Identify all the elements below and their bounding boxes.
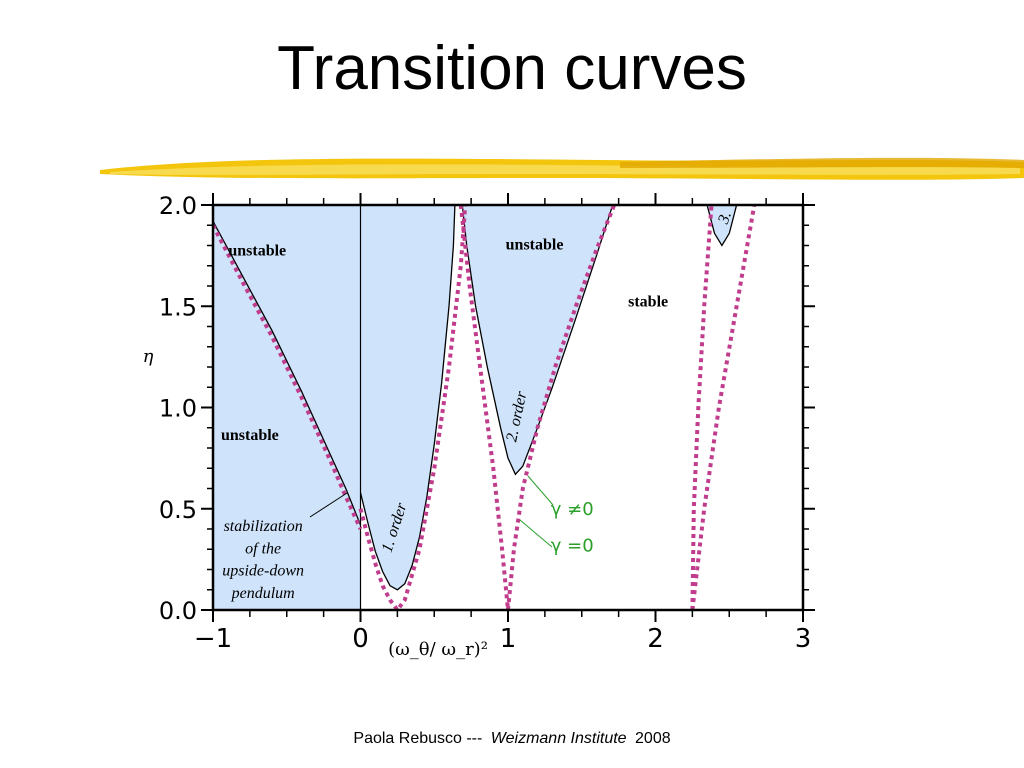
region-label-stable: stable xyxy=(628,293,668,310)
region-label-unstable: unstable xyxy=(506,237,564,254)
annotation-label: stabilization xyxy=(224,518,303,535)
brush-stroke-dark xyxy=(620,157,1024,168)
y-tick-label: 1.5 xyxy=(159,293,197,321)
unstable-region-top-left xyxy=(213,205,361,525)
x-axis-label: (ω_θ/ ω_r)² xyxy=(388,639,488,660)
unstable-region-2 xyxy=(360,205,455,590)
axis-tick-labels: −1 0 1 2 3 0.0 0.5 1.0 1.5 2.0 xyxy=(159,192,811,654)
x-tick-label: 3 xyxy=(795,624,812,654)
gamma-nonzero-curve-1 xyxy=(213,220,362,526)
gamma-zero-curve-6 xyxy=(690,205,757,610)
x-tick-label: 1 xyxy=(500,624,517,654)
annotation-label: of the xyxy=(245,540,281,557)
y-tick-label: 0.0 xyxy=(159,597,197,625)
slide-footer: Paola Rebusco --- Weizmann Institute 200… xyxy=(0,730,1024,748)
gamma-legend-label: γ ≠0 xyxy=(551,499,594,520)
transition-curves-chart: −1 0 1 2 3 0.0 0.5 1.0 1.5 2.0 (ω_θ/ ω_r)² η unstab… xyxy=(143,192,815,660)
region-label-unstable: unstable xyxy=(221,427,279,444)
unstable-region-4 xyxy=(707,205,737,246)
annotation-label: upside-down xyxy=(222,563,304,580)
gamma-zero-curves xyxy=(213,205,757,610)
gamma-zero-curve-4 xyxy=(506,205,617,610)
y-tick-label: 0.5 xyxy=(159,496,197,524)
gamma-zero-curve-1 xyxy=(213,224,363,530)
stabilization-leader xyxy=(309,492,348,518)
gamma-nonzero-curve-3 xyxy=(461,205,614,476)
annotation-label: pendulum xyxy=(231,585,295,602)
chart-labels: (ω_θ/ ω_r)² η unstable unstable unstable stab… xyxy=(143,209,735,660)
unstable-regions xyxy=(213,205,737,610)
gamma-nonzero-curve-2 xyxy=(359,205,456,591)
x-tick-label: −1 xyxy=(194,624,232,654)
y-tick-label: 1.0 xyxy=(159,395,197,423)
gamma-zero-leader xyxy=(519,519,553,548)
y-axis-label: η xyxy=(143,346,154,367)
gamma-nonzero-leader xyxy=(527,475,554,506)
unstable-region-3 xyxy=(462,205,613,475)
gamma-legend-label: γ =0 xyxy=(551,535,594,556)
footer-author: Paola Rebusco --- xyxy=(353,730,483,747)
x-tick-label: 0 xyxy=(352,624,369,654)
x-tick-label: 2 xyxy=(647,624,664,654)
annotation-label: 3. xyxy=(715,209,735,227)
annotation-leader-lines xyxy=(309,475,554,548)
gamma-zero-curve-2 xyxy=(358,205,468,610)
y-tick-label: 2.0 xyxy=(159,192,197,220)
yellow-brush-divider xyxy=(100,157,1024,180)
unstable-region-1 xyxy=(213,221,361,610)
footer-institute: Weizmann Institute xyxy=(490,730,627,747)
slide-title: Transition curves xyxy=(277,34,747,103)
gamma-zero-curve-3 xyxy=(458,205,510,610)
gamma-zero-curve-5 xyxy=(690,205,714,610)
region-label-unstable: unstable xyxy=(228,243,286,260)
footer-year: 2008 xyxy=(635,730,671,747)
axis-ticks xyxy=(201,193,815,622)
